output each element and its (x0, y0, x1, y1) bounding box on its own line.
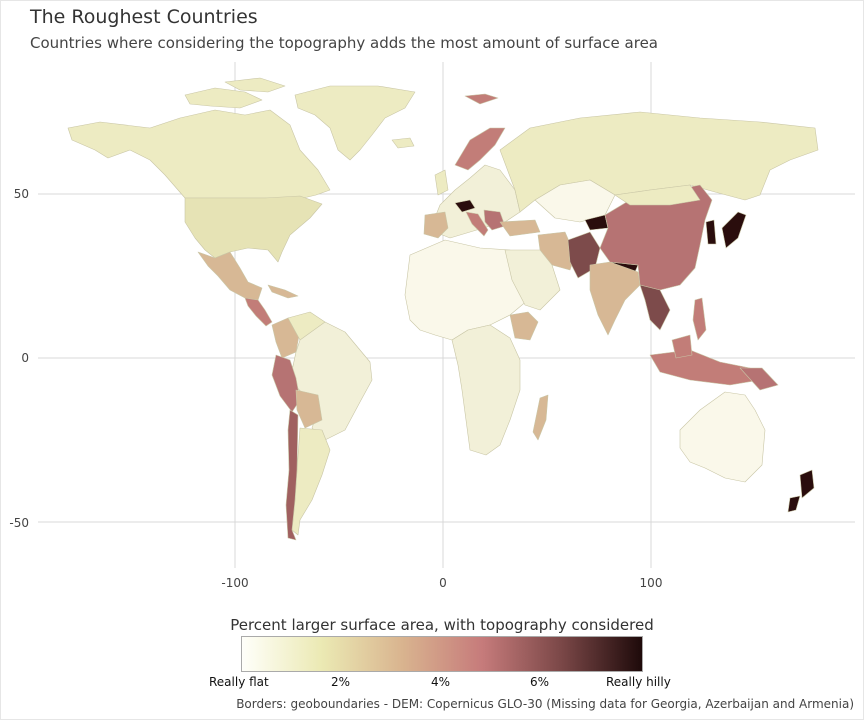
country-mongolia (614, 184, 701, 206)
x-axis: -100 0 100 (221, 576, 662, 590)
legend-label-6: 6% (530, 675, 550, 689)
country-borneo (671, 334, 693, 359)
country-new-zealand (787, 469, 815, 513)
country-usa (184, 195, 323, 263)
legend-label-4: 4% (431, 675, 451, 689)
country-chile (285, 409, 299, 541)
country-australia (679, 391, 766, 483)
country-kazakhstan (534, 179, 616, 223)
country-indonesia (649, 349, 761, 386)
country-canada-islands (184, 77, 286, 109)
x-tick-label: -100 (221, 576, 248, 590)
page-title: The Roughest Countries (30, 6, 258, 28)
country-italy (465, 211, 489, 237)
source-caption: Borders: geoboundaries - DEM: Copernicus… (236, 697, 854, 711)
x-tick-label: 100 (640, 576, 663, 590)
legend-label-2: 2% (331, 675, 351, 689)
country-india (589, 261, 641, 336)
country-africa-central (451, 324, 521, 456)
country-canada (67, 109, 331, 201)
country-greenland (294, 85, 416, 161)
country-arabia (504, 249, 561, 311)
country-svalbard (464, 93, 499, 105)
country-bolivia (295, 389, 323, 429)
country-alps (454, 199, 476, 213)
country-uk (434, 169, 449, 196)
country-caribbean (267, 284, 299, 299)
y-axis: 50 0 -50 (9, 187, 29, 530)
world-map: 50 0 -50 -100 0 100 (9, 62, 855, 590)
country-scandinavia (454, 127, 506, 171)
country-korea (705, 219, 717, 245)
country-balkans (483, 209, 506, 231)
country-central-america (244, 297, 273, 327)
legend-title: Percent larger surface area, with topogr… (230, 616, 654, 634)
country-iberia (423, 211, 449, 239)
page-subtitle: Countries where considering the topograp… (30, 34, 659, 52)
x-tick-label: 0 (439, 576, 447, 590)
country-japan (721, 211, 747, 249)
countries (67, 77, 819, 541)
legend-color-bar (241, 636, 643, 672)
country-ethiopia (509, 311, 539, 341)
country-turkey (499, 219, 541, 237)
y-tick-label: -50 (9, 516, 29, 530)
country-philippines (692, 297, 707, 341)
country-png (739, 367, 779, 391)
country-mexico (197, 251, 263, 301)
country-madagascar (532, 394, 549, 441)
country-iceland (391, 137, 415, 149)
country-southeast-asia (639, 284, 671, 331)
y-tick-label: 0 (21, 351, 29, 365)
legend-label-hilly: Really hilly (606, 675, 671, 689)
country-peru (271, 354, 301, 413)
y-tick-label: 50 (14, 187, 29, 201)
legend-label-flat: Really flat (209, 675, 269, 689)
